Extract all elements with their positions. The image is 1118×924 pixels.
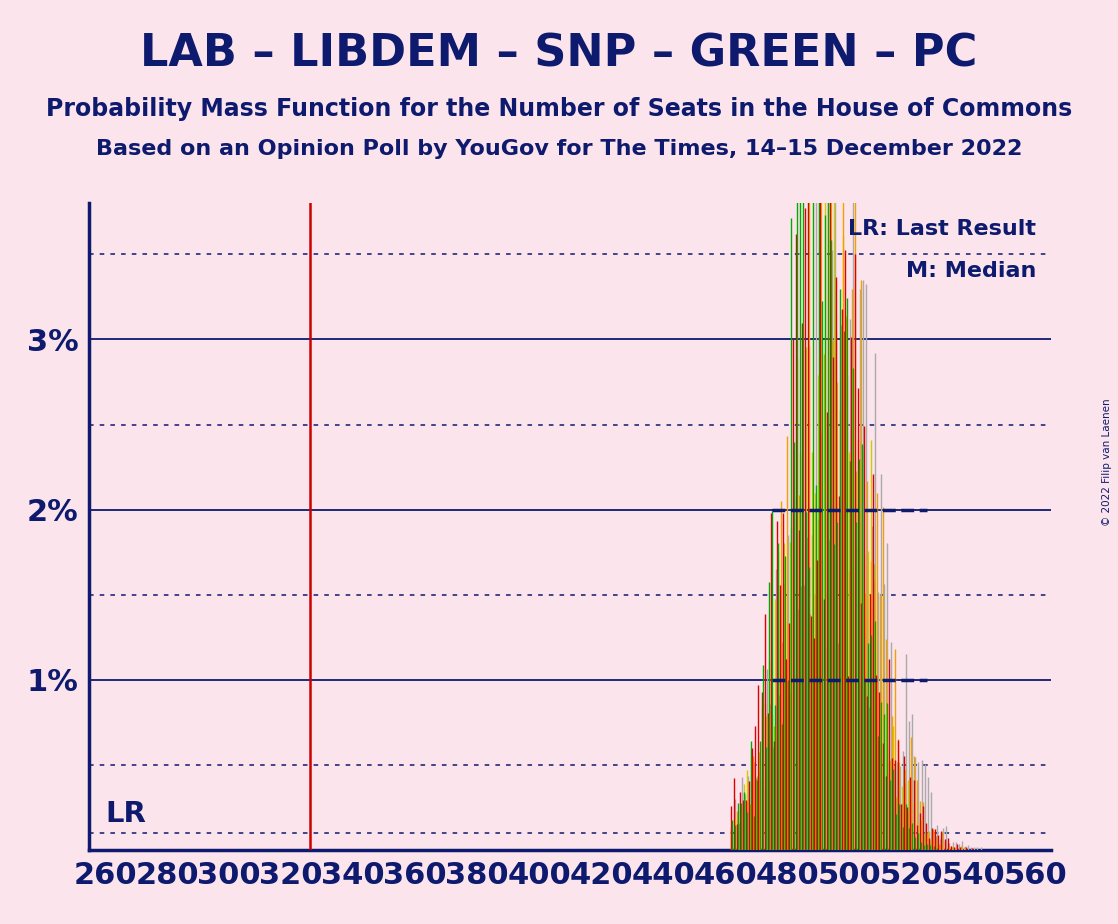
Text: M: Median: M: Median bbox=[906, 261, 1036, 282]
Text: LAB – LIBDEM – SNP – GREEN – PC: LAB – LIBDEM – SNP – GREEN – PC bbox=[141, 32, 977, 76]
Text: LR: Last Result: LR: Last Result bbox=[849, 220, 1036, 239]
Text: Probability Mass Function for the Number of Seats in the House of Commons: Probability Mass Function for the Number… bbox=[46, 97, 1072, 121]
Text: © 2022 Filip van Laenen: © 2022 Filip van Laenen bbox=[1102, 398, 1112, 526]
Text: Based on an Opinion Poll by YouGov for The Times, 14–15 December 2022: Based on an Opinion Poll by YouGov for T… bbox=[96, 139, 1022, 159]
Text: LR: LR bbox=[105, 800, 145, 828]
